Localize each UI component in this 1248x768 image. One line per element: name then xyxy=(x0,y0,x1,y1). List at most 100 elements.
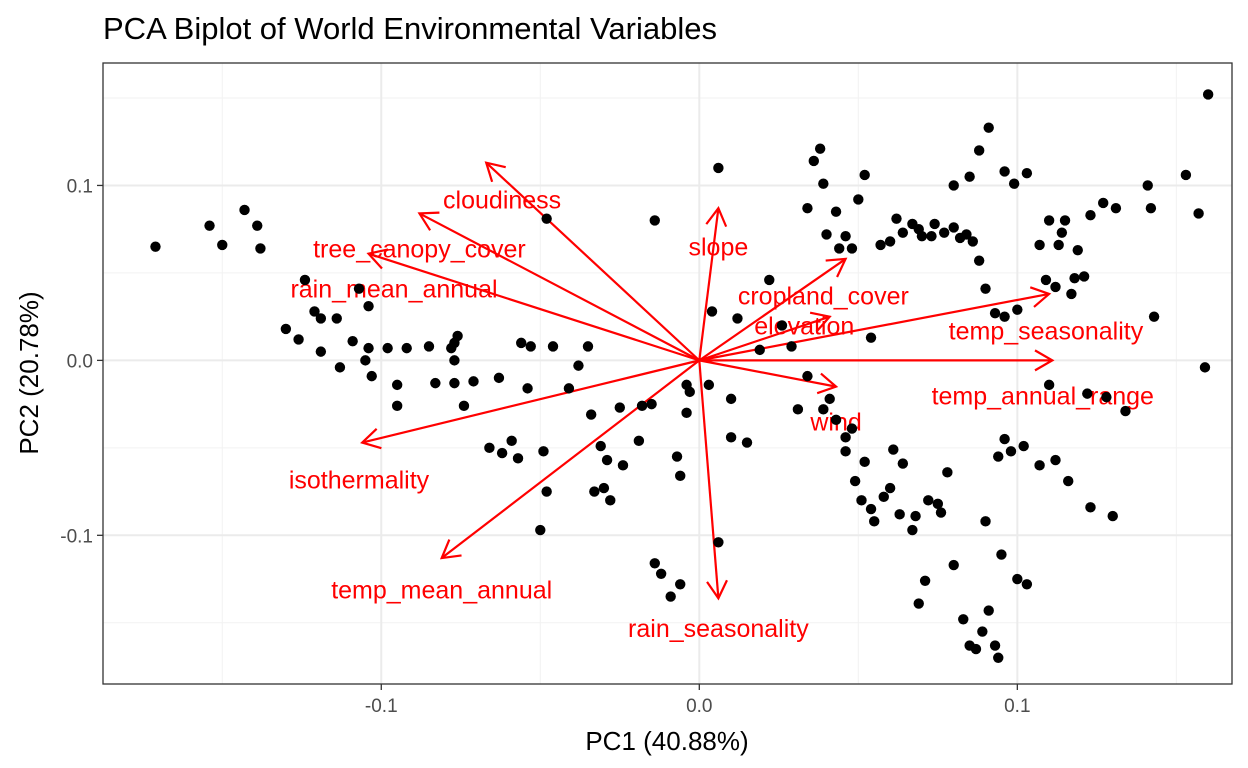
data-point-99 xyxy=(865,503,877,515)
loadings-layer: cloudiness tree_canopy_cover rain_mean_ann… xyxy=(289,161,1154,643)
loading-label-cloudiness: cloudiness xyxy=(443,186,561,214)
data-point-184 xyxy=(1021,579,1033,590)
data-point-56 xyxy=(617,460,629,471)
data-point-129 xyxy=(929,218,940,230)
data-point-137 xyxy=(989,307,1001,319)
loading-arrow-10 xyxy=(441,359,700,559)
data-point-154 xyxy=(1021,168,1033,179)
data-point-168 xyxy=(1120,405,1131,417)
data-point-103 xyxy=(888,444,899,455)
loading-isothermality: isothermality xyxy=(289,359,700,494)
chart-title: PCA Biplot of World Environmental Variab… xyxy=(103,11,717,46)
data-point-19 xyxy=(366,370,377,382)
data-point-63 xyxy=(665,591,676,602)
data-point-4 xyxy=(252,220,263,231)
data-point-71 xyxy=(706,306,718,317)
data-point-127 xyxy=(916,230,928,242)
data-point-13 xyxy=(334,362,346,373)
data-point-40 xyxy=(525,341,536,352)
data-point-151 xyxy=(983,122,994,133)
data-point-88 xyxy=(821,229,832,240)
data-point-188 xyxy=(840,432,851,443)
loading-arrowhead-9 xyxy=(360,427,382,450)
data-point-123 xyxy=(891,213,902,224)
data-point-114 xyxy=(958,614,969,625)
data-point-164 xyxy=(1193,208,1204,219)
data-point-119 xyxy=(989,640,1001,651)
data-point-31 xyxy=(458,400,470,412)
data-point-49 xyxy=(585,409,597,420)
data-point-29 xyxy=(449,377,460,389)
data-point-78 xyxy=(754,344,765,356)
data-point-54 xyxy=(605,495,616,506)
data-point-89 xyxy=(830,206,842,217)
data-point-190 xyxy=(824,393,835,405)
data-point-106 xyxy=(910,510,921,522)
loading-arrow-4 xyxy=(698,258,847,362)
data-point-180 xyxy=(1107,510,1118,522)
y-tick-label-2: 0.1 xyxy=(67,176,93,197)
data-point-110 xyxy=(932,498,944,510)
data-point-170 xyxy=(1082,388,1093,399)
data-point-8 xyxy=(293,334,304,345)
data-point-20 xyxy=(382,342,393,354)
data-point-43 xyxy=(541,486,552,497)
data-point-79 xyxy=(764,274,775,286)
data-point-34 xyxy=(493,372,505,384)
data-point-121 xyxy=(875,239,886,251)
data-point-122 xyxy=(884,236,896,247)
data-point-139 xyxy=(1012,304,1023,315)
data-point-11 xyxy=(331,313,342,324)
y-tick-label-1: 0.0 xyxy=(67,351,93,372)
data-point-86 xyxy=(814,143,826,154)
loading-label-rain_mean_annual: rain_mean_annual xyxy=(290,276,497,304)
data-point-113 xyxy=(948,559,959,571)
data-point-7 xyxy=(280,323,292,335)
grid xyxy=(103,63,1232,684)
loading-rain_mean_annual: rain_mean_annual xyxy=(290,248,700,362)
data-point-9 xyxy=(309,306,320,317)
data-point-138 xyxy=(999,311,1010,322)
data-point-21 xyxy=(391,379,403,391)
data-point-32 xyxy=(468,376,479,387)
data-point-28 xyxy=(449,355,460,366)
data-point-59 xyxy=(646,398,657,410)
loading-label-temp_mean_annual: temp_mean_annual xyxy=(331,577,552,605)
data-point-167 xyxy=(1148,311,1160,322)
data-point-51 xyxy=(595,440,606,452)
data-point-90 xyxy=(834,243,845,254)
data-point-155 xyxy=(1034,239,1045,251)
data-point-95 xyxy=(865,332,877,343)
data-point-73 xyxy=(713,537,724,548)
loading-tree_canopy_cover: tree_canopy_cover xyxy=(313,211,700,362)
data-point-159 xyxy=(1097,197,1109,209)
data-point-107 xyxy=(913,598,924,609)
data-point-3 xyxy=(239,204,250,216)
loading-label-temp_annual_range: temp_annual_range xyxy=(932,382,1154,410)
data-point-100 xyxy=(869,516,880,527)
data-point-23 xyxy=(401,342,412,354)
data-point-185 xyxy=(894,509,905,520)
data-point-93 xyxy=(853,194,864,205)
data-point-39 xyxy=(522,383,533,394)
data-point-116 xyxy=(970,643,982,655)
data-point-67 xyxy=(681,407,692,419)
data-point-186 xyxy=(859,456,870,468)
data-point-17 xyxy=(363,342,374,354)
data-point-72 xyxy=(713,162,724,174)
loading-arrowhead-7 xyxy=(1034,349,1055,372)
data-point-160 xyxy=(1110,202,1122,214)
data-point-65 xyxy=(671,451,683,462)
data-point-173 xyxy=(1005,446,1017,457)
data-point-94 xyxy=(859,169,870,181)
data-point-55 xyxy=(614,402,625,413)
loading-arrow-11 xyxy=(698,360,720,599)
data-point-77 xyxy=(741,437,753,448)
loading-arrowhead-10 xyxy=(439,539,462,560)
loading-arrowhead-4 xyxy=(825,257,848,278)
data-point-81 xyxy=(786,341,797,352)
data-point-148 xyxy=(948,180,959,191)
data-point-52 xyxy=(598,482,610,494)
data-point-41 xyxy=(535,524,546,536)
loading-arrow-9 xyxy=(361,359,700,444)
